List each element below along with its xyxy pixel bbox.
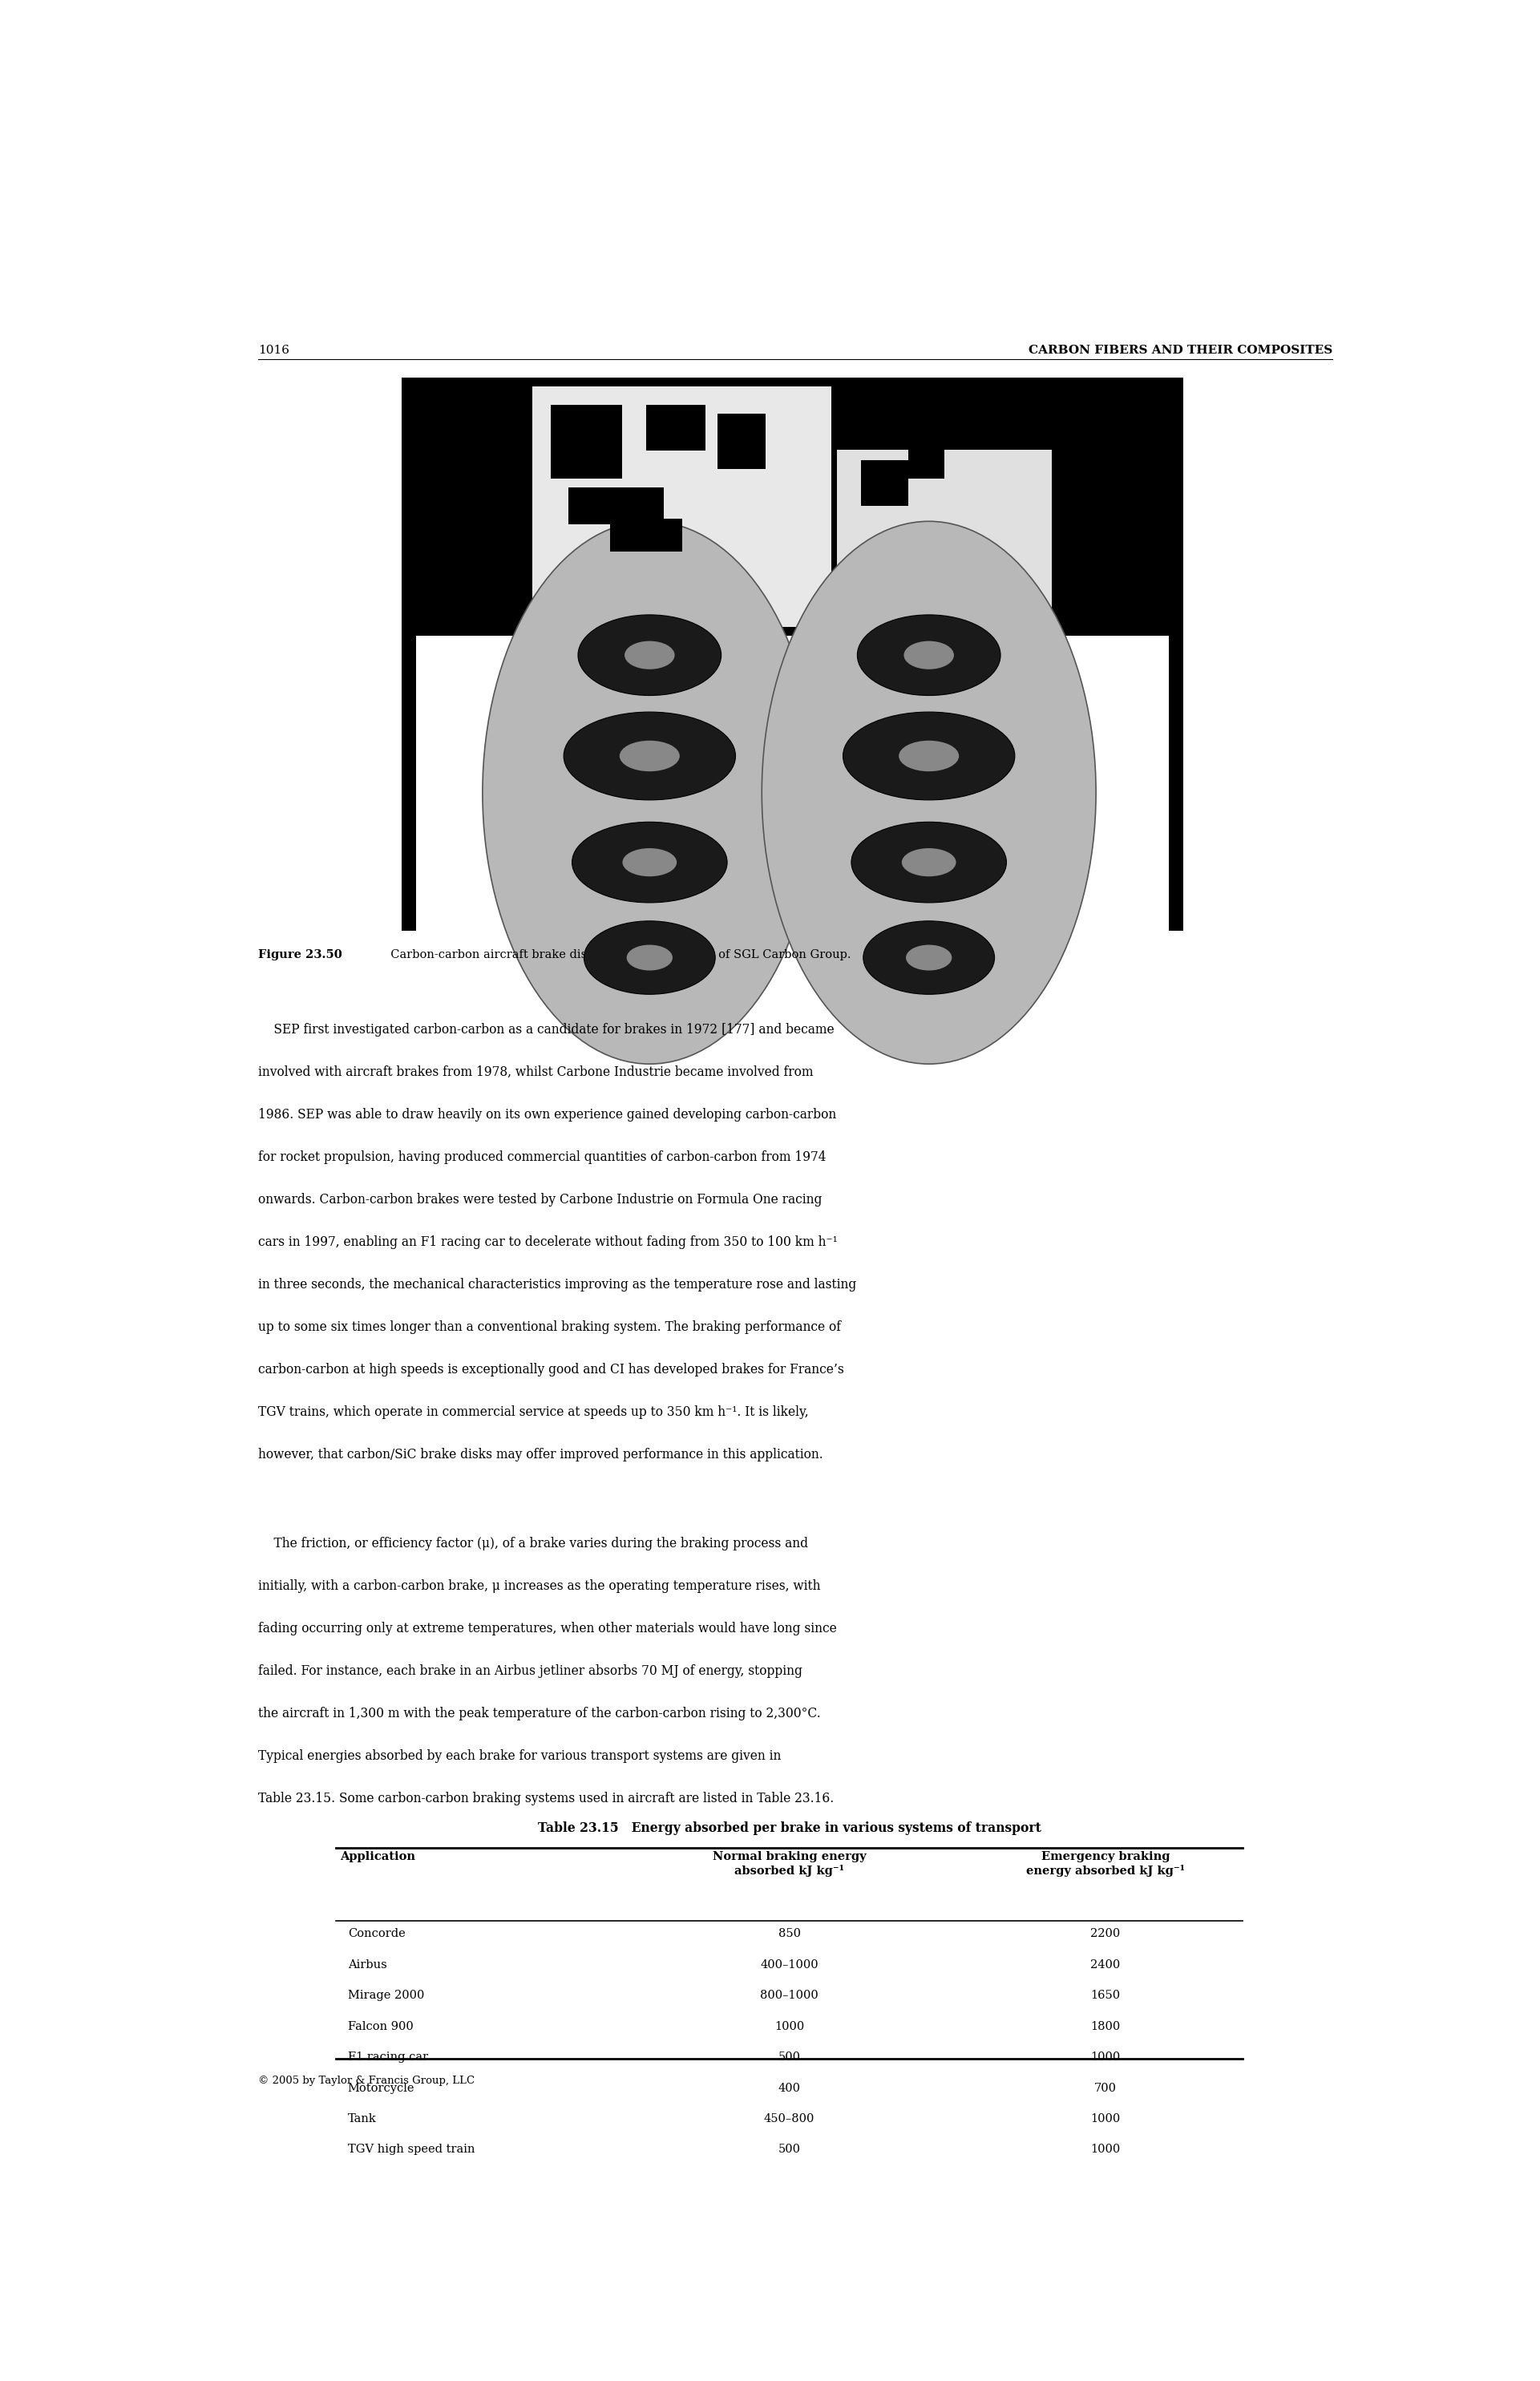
Text: F1 racing car: F1 racing car xyxy=(348,2052,428,2062)
Text: 1000: 1000 xyxy=(1090,2114,1121,2124)
Text: 400–1000: 400–1000 xyxy=(761,1960,818,1971)
Text: 850: 850 xyxy=(778,1929,801,1941)
Text: up to some six times longer than a conventional braking system. The braking perf: up to some six times longer than a conve… xyxy=(259,1321,841,1333)
Text: involved with aircraft brakes from 1978, whilst Carbone Industrie became involve: involved with aircraft brakes from 1978,… xyxy=(259,1064,813,1079)
Text: 700: 700 xyxy=(1095,2083,1116,2093)
Bar xyxy=(402,376,1183,636)
Text: SEP first investigated carbon-carbon as a candidate for brakes in 1972 [177] and: SEP first investigated carbon-carbon as … xyxy=(259,1024,835,1036)
Text: 500: 500 xyxy=(778,2143,801,2155)
Text: 1000: 1000 xyxy=(775,2021,804,2031)
Text: Emergency braking
energy absorbed kJ kg⁻¹: Emergency braking energy absorbed kJ kg⁻… xyxy=(1026,1852,1184,1876)
Text: Tank: Tank xyxy=(348,2114,376,2124)
Text: failed. For instance, each brake in an Airbus jetliner absorbs 70 MJ of energy, : failed. For instance, each brake in an A… xyxy=(259,1664,802,1679)
Text: initially, with a carbon-carbon brake, μ increases as the operating temperature : initially, with a carbon-carbon brake, μ… xyxy=(259,1579,821,1593)
Ellipse shape xyxy=(852,821,1007,902)
Text: © 2005 by Taylor & Francis Group, LLC: © 2005 by Taylor & Francis Group, LLC xyxy=(259,2076,474,2086)
Text: Table 23.15. Some carbon-carbon braking systems used in aircraft are listed in T: Table 23.15. Some carbon-carbon braking … xyxy=(259,1791,835,1805)
Ellipse shape xyxy=(842,712,1015,800)
Text: onwards. Carbon-carbon brakes were tested by Carbone Industrie on Formula One ra: onwards. Carbon-carbon brakes were teste… xyxy=(259,1193,822,1207)
Ellipse shape xyxy=(482,521,816,1064)
Bar xyxy=(551,405,622,479)
Ellipse shape xyxy=(904,640,953,669)
Bar xyxy=(533,386,832,626)
Ellipse shape xyxy=(622,848,676,876)
Text: Table 23.15   Energy absorbed per brake in various systems of transport: Table 23.15 Energy absorbed per brake in… xyxy=(537,1821,1041,1836)
Ellipse shape xyxy=(625,640,675,669)
Text: The friction, or efficiency factor (μ), of a brake varies during the braking pro: The friction, or efficiency factor (μ), … xyxy=(259,1536,809,1550)
Ellipse shape xyxy=(858,614,1001,695)
Ellipse shape xyxy=(762,521,1096,1064)
Bar xyxy=(610,519,682,552)
Text: 2200: 2200 xyxy=(1090,1929,1121,1941)
Text: 1650: 1650 xyxy=(1090,1991,1121,2002)
Text: Falcon 900: Falcon 900 xyxy=(348,2021,413,2031)
Ellipse shape xyxy=(619,740,679,771)
Text: CARBON FIBERS AND THEIR COMPOSITES: CARBON FIBERS AND THEIR COMPOSITES xyxy=(1029,345,1332,355)
Text: Application: Application xyxy=(340,1852,416,1862)
Text: 1986. SEP was able to draw heavily on its own experience gained developing carbo: 1986. SEP was able to draw heavily on it… xyxy=(259,1107,836,1121)
Ellipse shape xyxy=(899,740,959,771)
Text: Typical energies absorbed by each brake for various transport systems are given : Typical energies absorbed by each brake … xyxy=(259,1750,781,1762)
Text: 1000: 1000 xyxy=(1090,2052,1121,2062)
Ellipse shape xyxy=(864,921,995,995)
Bar xyxy=(909,445,944,479)
Text: 1016: 1016 xyxy=(259,345,290,355)
Text: the aircraft in 1,300 m with the peak temperature of the carbon-carbon rising to: the aircraft in 1,300 m with the peak te… xyxy=(259,1707,821,1719)
Text: 2400: 2400 xyxy=(1090,1960,1121,1971)
Ellipse shape xyxy=(564,712,736,800)
Ellipse shape xyxy=(902,848,956,876)
Bar xyxy=(402,376,1183,931)
Bar xyxy=(838,450,1052,617)
Text: however, that carbon/SiC brake disks may offer improved performance in this appl: however, that carbon/SiC brake disks may… xyxy=(259,1448,822,1462)
Text: TGV trains, which operate in commercial service at speeds up to 350 km h⁻¹. It i: TGV trains, which operate in commercial … xyxy=(259,1405,809,1419)
Ellipse shape xyxy=(627,945,673,971)
Text: 1000: 1000 xyxy=(1090,2143,1121,2155)
Ellipse shape xyxy=(906,945,952,971)
Text: Airbus: Airbus xyxy=(348,1960,387,1971)
Ellipse shape xyxy=(571,821,727,902)
Bar xyxy=(402,376,416,931)
Bar xyxy=(568,488,664,524)
Ellipse shape xyxy=(584,921,715,995)
Text: cars in 1997, enabling an F1 racing car to decelerate without fading from 350 to: cars in 1997, enabling an F1 racing car … xyxy=(259,1236,838,1250)
Text: Mirage 2000: Mirage 2000 xyxy=(348,1991,424,2002)
Text: fading occurring only at extreme temperatures, when other materials would have l: fading occurring only at extreme tempera… xyxy=(259,1621,836,1636)
Text: Motorcycle: Motorcycle xyxy=(348,2083,414,2093)
Text: Figure 23.50: Figure 23.50 xyxy=(259,950,342,960)
Bar xyxy=(1169,376,1183,931)
Text: 800–1000: 800–1000 xyxy=(761,1991,818,2002)
Text: TGV high speed train: TGV high speed train xyxy=(348,2143,474,2155)
Text: Carbon-carbon aircraft brake disks.  Source: Courtesy of SGL Carbon Group.: Carbon-carbon aircraft brake disks. Sour… xyxy=(383,950,852,960)
Text: Concorde: Concorde xyxy=(348,1929,405,1941)
Ellipse shape xyxy=(578,614,721,695)
Text: carbon-carbon at high speeds is exceptionally good and CI has developed brakes f: carbon-carbon at high speeds is exceptio… xyxy=(259,1362,844,1376)
Text: 400: 400 xyxy=(778,2083,801,2093)
Bar xyxy=(647,405,705,450)
Text: for rocket propulsion, having produced commercial quantities of carbon-carbon fr: for rocket propulsion, having produced c… xyxy=(259,1150,825,1164)
Text: in three seconds, the mechanical characteristics improving as the temperature ro: in three seconds, the mechanical charact… xyxy=(259,1279,856,1291)
Text: 1800: 1800 xyxy=(1090,2021,1121,2031)
Bar xyxy=(718,414,765,469)
Text: 450–800: 450–800 xyxy=(764,2114,815,2124)
Text: Normal braking energy
absorbed kJ kg⁻¹: Normal braking energy absorbed kJ kg⁻¹ xyxy=(713,1852,865,1876)
Text: 500: 500 xyxy=(778,2052,801,2062)
Bar xyxy=(861,460,909,505)
